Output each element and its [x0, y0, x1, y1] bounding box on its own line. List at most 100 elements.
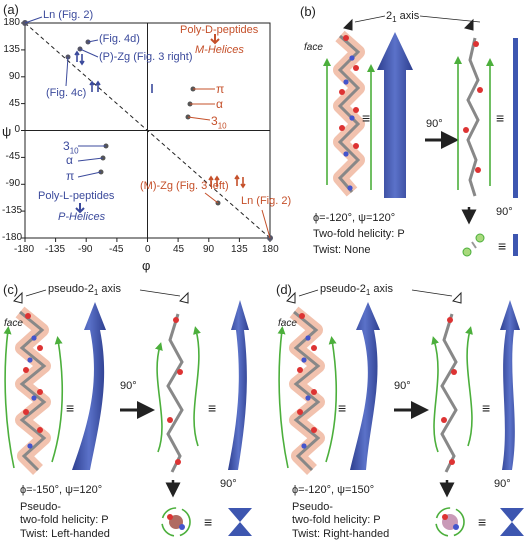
annotation-alpha-right: α: [216, 97, 223, 111]
axis-label-d-main: pseudo-2: [320, 283, 366, 295]
axis-label-d-sub: 1: [365, 288, 371, 298]
big-blue-arrow-b: [377, 32, 413, 198]
blue-arrow-pairs: [74, 50, 153, 93]
annotation-poly-l: Poly-L-peptides: [38, 190, 115, 202]
x-tick: 90: [203, 244, 215, 255]
x-tick: 135: [231, 244, 248, 255]
rotation-label-d1: 90°: [394, 380, 411, 392]
axis-label-b: 21 axis: [386, 10, 419, 24]
axis-flag-d-right: [452, 291, 462, 304]
annotation-310-left: 310: [63, 139, 79, 155]
helicity-c-line2: two-fold helicity: P: [20, 514, 109, 526]
annotation-pzg: (P)-Zg (Fig. 3 right): [99, 51, 193, 63]
y-tick: 180: [3, 17, 20, 28]
equiv-d3: ≡: [478, 514, 487, 530]
x-tick: -90: [78, 244, 93, 255]
axis-label-b-suffix: axis: [396, 10, 420, 22]
rotation-label-d2: 90°: [494, 478, 511, 490]
end-view-c: [161, 507, 191, 537]
axis-label-b-sub: 1: [392, 15, 397, 25]
peptide-chain-b2: [454, 37, 494, 197]
diagonal-line: [24, 22, 271, 239]
panel-b-graphics: [323, 15, 518, 257]
peptide-chain-d1: [277, 306, 338, 475]
axis-label-c-main: pseudo-2: [48, 283, 94, 295]
twist-c: Twist: Left-handed: [20, 528, 110, 540]
thin-ribbon-end-b: [513, 234, 518, 256]
y-tick: -90: [5, 178, 20, 189]
annotation-310-right: 310: [211, 114, 227, 130]
y-tick: -45: [5, 151, 20, 162]
psi-axis-label: ψ: [2, 124, 12, 139]
equiv-b2: ≡: [496, 110, 505, 126]
axis-flag-right: [464, 18, 474, 31]
twist-d: Twist: Right-handed: [292, 528, 390, 540]
x-tick: -45: [109, 244, 124, 255]
equiv-c2: ≡: [208, 400, 217, 416]
annotation-m-helices: M-Helices: [195, 44, 244, 56]
orange-leaders: [187, 88, 271, 239]
panel-b-label: (b): [300, 4, 316, 19]
y-tick: 0: [14, 124, 20, 135]
rotation-label-c2: 90°: [220, 478, 237, 490]
axis-label-d: pseudo-21 axis: [320, 283, 393, 297]
y-tick: 45: [8, 98, 20, 109]
helicity-d-line1: Pseudo-: [292, 501, 333, 513]
equiv-b1: ≡: [362, 110, 371, 126]
blue-leaders: [24, 16, 106, 178]
annotation-fig4c: (Fig. 4c): [46, 87, 87, 99]
label-310-right: 3: [211, 114, 218, 128]
helicity-d-line2: two-fold helicity: P: [292, 514, 381, 526]
equiv-d1: ≡: [338, 400, 347, 416]
axis-label-b-main: 2: [386, 10, 393, 22]
m-helices-arrow: [210, 34, 220, 45]
twisted-ribbon-c2: [228, 300, 249, 470]
axis-label-c-suffix: axis: [98, 283, 121, 295]
end-view-b: [462, 233, 485, 257]
face-label-b: face: [304, 42, 323, 53]
annotation-pi-right: π: [216, 82, 225, 96]
panel-c-label: (c): [3, 282, 19, 297]
label-310-right-sub: 10: [217, 121, 227, 131]
y-tick: -180: [2, 232, 23, 243]
twisted-ribbon-d2: [500, 300, 520, 470]
equiv-c1: ≡: [66, 400, 75, 416]
x-tick: 0: [145, 244, 151, 255]
annotation-p-helices: P-Helices: [58, 211, 106, 223]
axis-label-c: pseudo-21 axis: [48, 283, 121, 297]
twisted-ribbon-c: [72, 302, 106, 470]
annotation-mzg: (M)-Zg (Fig. 3 left): [140, 180, 229, 192]
helicity-b: Two-fold helicity: P: [313, 228, 405, 240]
helicity-c-line1: Pseudo-: [20, 501, 61, 513]
angles-c: ϕ=-150°, ψ=120°: [20, 484, 103, 496]
y-tick: 90: [8, 71, 20, 82]
axis-flag-left: [343, 18, 353, 31]
ramachandran-plot: [21, 16, 273, 242]
rotation-label-b2: 90°: [496, 206, 513, 218]
label-310-left-sub: 10: [69, 146, 79, 156]
panel-d-graphics: [277, 289, 524, 537]
rotation-label-b1: 90°: [426, 118, 443, 130]
x-tick: -180: [14, 244, 35, 255]
x-tick: -135: [45, 244, 66, 255]
x-tick: 180: [262, 244, 279, 255]
face-label-d: face: [278, 318, 297, 329]
angles-b: ϕ=-120°, ψ=120°: [313, 212, 396, 224]
label-310-left: 3: [63, 139, 70, 153]
angles-d: ϕ=-120°, ψ=150°: [292, 484, 375, 496]
axis-label-c-sub: 1: [93, 288, 99, 298]
p-helices-arrow: [75, 203, 85, 214]
axis-flag-c-left: [13, 291, 23, 304]
panel-c-graphics: [3, 289, 252, 537]
y-tick: -135: [2, 205, 23, 216]
orange-arrow-pairs: [208, 174, 246, 189]
peptide-chain-b1: [323, 30, 375, 197]
annotation-fig4d: (Fig. 4d): [99, 33, 140, 45]
twisted-ribbon-d: [350, 302, 380, 470]
peptide-chain-d2: [431, 313, 473, 473]
face-label-c: face: [4, 318, 23, 329]
phi-axis-label: φ: [142, 258, 151, 273]
panel-d-label: (d): [276, 282, 292, 297]
annotation-pi-left: π: [66, 169, 75, 183]
